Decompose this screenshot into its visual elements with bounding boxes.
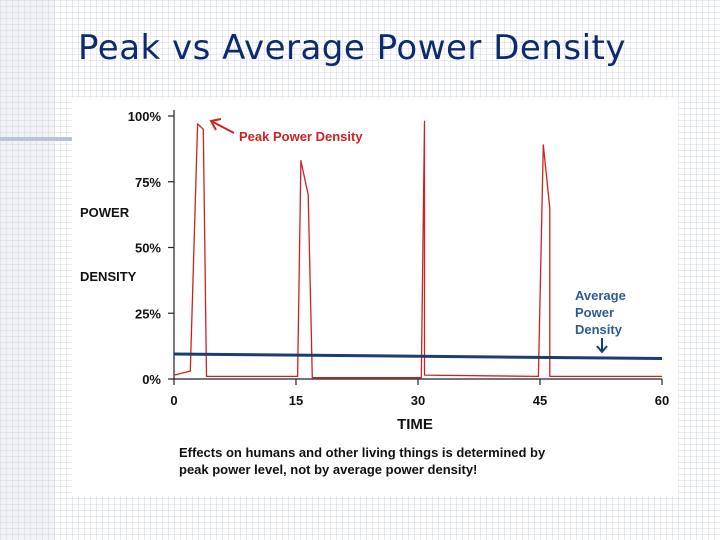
average-label-line3: Density — [575, 322, 623, 337]
y-tick-labels: 0% 25% 50% 75% 100% — [128, 109, 162, 387]
chart-panel: 0 15 30 45 60 0% 25% 50% 75% 100% POWER DENSITY … — [72, 98, 678, 496]
peak-arrow-icon — [209, 118, 235, 134]
y-tick-label: 75% — [135, 175, 161, 190]
average-power-density-line — [173, 352, 663, 360]
x-tick-label: 45 — [533, 393, 547, 408]
average-label-line2: Power — [575, 305, 614, 320]
x-tick-label: 30 — [411, 393, 425, 408]
x-tick-label: 15 — [289, 393, 303, 408]
average-arrow-icon — [596, 338, 608, 354]
slide-title: Peak vs Average Power Density — [78, 28, 626, 68]
y-axis-ticks — [168, 115, 663, 385]
y-tick-label: 0% — [142, 372, 161, 387]
left-decor-stripe — [0, 0, 55, 540]
average-label-line1: Average — [575, 288, 626, 303]
x-tick-labels: 0 15 30 45 60 — [170, 393, 669, 408]
y-tick-label: 25% — [135, 306, 161, 321]
caption-line1: Effects on humans and other living thing… — [179, 445, 546, 460]
series-layer — [173, 120, 663, 379]
x-tick-label: 60 — [655, 393, 669, 408]
peak-power-density-label: Peak Power Density — [239, 129, 363, 144]
left-accent-line — [0, 137, 72, 141]
power-density-chart: 0 15 30 45 60 0%25%50%75%100% POWER DENSITY … — [80, 109, 669, 477]
caption-line2: peak power level, not by average power d… — [179, 462, 477, 477]
y-tick-label: 100% — [128, 109, 162, 124]
peak-power-density-line — [173, 120, 662, 379]
y-axis-label-line1: POWER — [80, 205, 130, 220]
x-tick-label: 0 — [170, 393, 177, 408]
x-axis-label: TIME — [397, 416, 433, 433]
y-tick-label: 50% — [135, 241, 161, 256]
y-axis-label-line2: DENSITY — [80, 269, 137, 284]
